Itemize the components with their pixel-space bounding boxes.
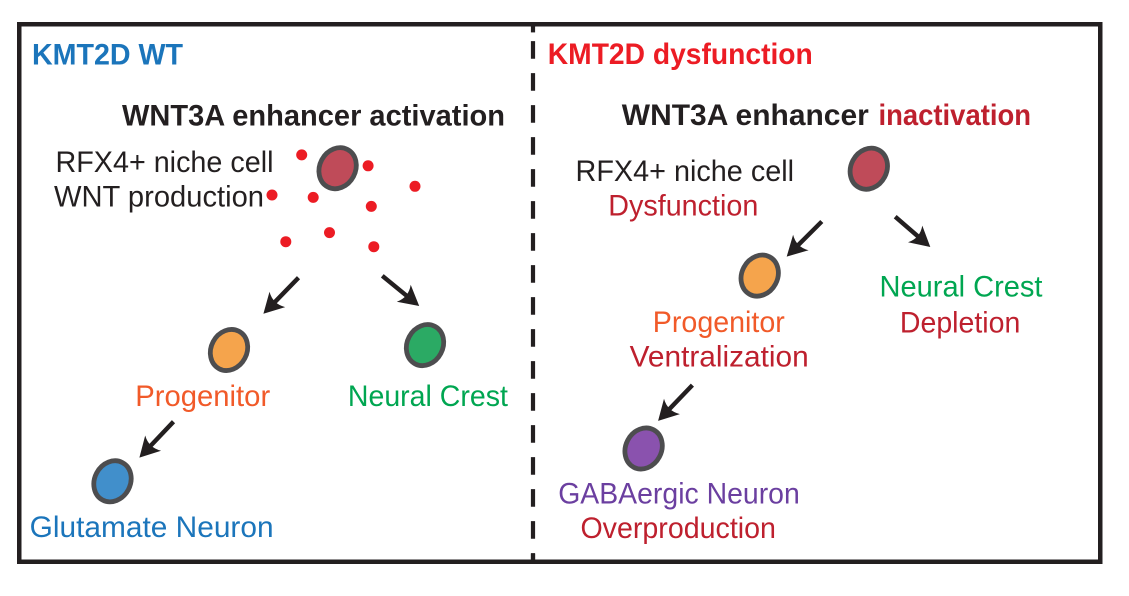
svg-text:WNT3A enhancer activation: WNT3A enhancer activation — [122, 100, 505, 133]
svg-text:Progenitor: Progenitor — [135, 380, 270, 413]
svg-text:GABAergic Neuron: GABAergic Neuron — [558, 478, 800, 511]
svg-text:KMT2D dysfunction: KMT2D dysfunction — [548, 38, 813, 71]
svg-text:RFX4+ niche cell: RFX4+ niche cell — [576, 155, 795, 188]
svg-text:WNT production: WNT production — [54, 180, 264, 213]
svg-text:Ventralization: Ventralization — [630, 340, 809, 373]
svg-text:Progenitor: Progenitor — [653, 306, 785, 339]
svg-text:Glutamate Neuron: Glutamate Neuron — [30, 511, 274, 544]
svg-text:Overproduction: Overproduction — [580, 512, 776, 545]
svg-text:RFX4+ niche cell: RFX4+ niche cell — [56, 146, 274, 179]
svg-text:Dysfunction: Dysfunction — [608, 189, 758, 222]
svg-text:WNT3A enhancer: WNT3A enhancer — [622, 99, 870, 132]
svg-text:Neural Crest: Neural Crest — [880, 270, 1043, 303]
svg-text:KMT2D WT: KMT2D WT — [32, 39, 183, 72]
svg-text:Neural Crest: Neural Crest — [348, 380, 508, 413]
svg-text:inactivation: inactivation — [879, 99, 1032, 132]
svg-text:Depletion: Depletion — [900, 307, 1020, 340]
